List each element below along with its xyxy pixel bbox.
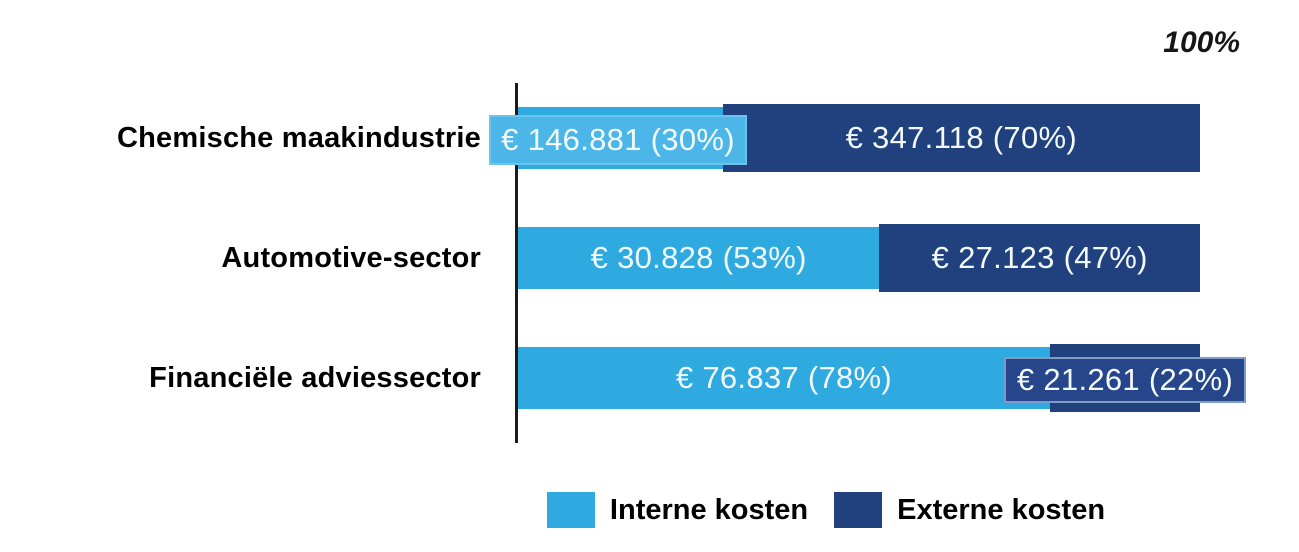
bar-row-automotive: Automotive-sector € 30.828 (53%) € 27.12… [0, 224, 1299, 292]
category-label: Chemische maakindustrie [116, 121, 481, 154]
legend-item-externe: Externe kosten [834, 492, 1105, 528]
value-callout-externe: € 21.261 (22%) [1004, 357, 1246, 403]
value-callout-interne: € 146.881 (30%) [489, 115, 747, 165]
bar-row-financiele: Financiële adviessector € 76.837 (78%) €… [0, 344, 1299, 412]
segment-value-label: € 146.881 (30%) [501, 122, 735, 157]
stacked-bar: € 76.837 (78%) [518, 344, 1200, 412]
segment-value-label: € 27.123 (47%) [931, 240, 1148, 275]
bar-segment-interne: € 30.828 (53%) [518, 227, 880, 289]
legend-swatch-externe [834, 492, 883, 528]
segment-value-label: € 347.118 (70%) [845, 120, 1077, 155]
segment-value-label: € 30.828 (53%) [590, 240, 807, 275]
segment-value-label: € 76.837 (78%) [675, 360, 893, 395]
category-label: Financiële adviessector [149, 361, 481, 394]
bar-segment-interne: € 76.837 (78%) [518, 347, 1050, 409]
legend-swatch-interne [546, 492, 595, 528]
stacked-bar: € 30.828 (53%) € 27.123 (47%) [518, 224, 1200, 292]
legend: Interne kosten Externe kosten [485, 489, 1167, 531]
y-axis-line [515, 83, 518, 443]
bar-segment-externe: € 347.118 (70%) [722, 104, 1200, 172]
legend-label: Interne kosten [609, 493, 809, 526]
axis-max-label: 100% [1163, 26, 1240, 59]
legend-item-interne: Interne kosten [546, 492, 809, 528]
bar-segment-externe: € 27.123 (47%) [879, 224, 1200, 292]
category-label: Automotive-sector [221, 241, 481, 274]
bar-row-chemische: Chemische maakindustrie € 347.118 (70%) … [0, 104, 1299, 172]
segment-value-label: € 21.261 (22%) [1016, 362, 1234, 397]
legend-label: Externe kosten [897, 493, 1106, 526]
